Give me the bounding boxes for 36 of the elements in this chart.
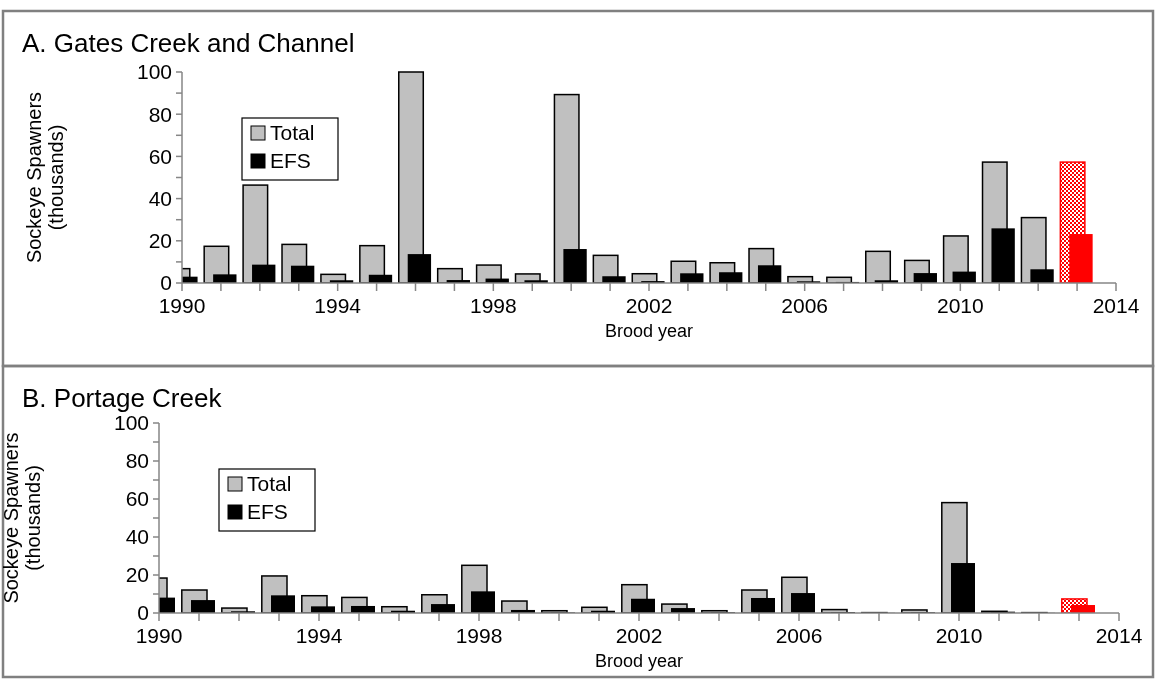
- chart-title: A. Gates Creek and Channel: [22, 28, 355, 58]
- y-tick-label: 80: [125, 449, 149, 473]
- x-tick-label: 2010: [936, 294, 984, 317]
- legend-label: Total: [270, 121, 315, 145]
- y-tick-label: 80: [148, 102, 172, 126]
- y-axis-title: Sockeye Spawners (thousands): [0, 432, 44, 604]
- chart-title: B. Portage Creek: [22, 383, 223, 413]
- y-tick-label: 20: [125, 563, 149, 587]
- legend-label: Total: [247, 472, 292, 496]
- x-tick-label: 2006: [775, 624, 823, 647]
- x-tick-label: 1998: [455, 624, 503, 647]
- y-tick-label: 40: [148, 186, 172, 210]
- x-tick-label: 2002: [615, 624, 663, 647]
- x-tick-label: 2014: [1092, 294, 1140, 317]
- x-tick-label: 1998: [469, 294, 517, 317]
- x-tick-label: 2014: [1095, 624, 1143, 647]
- x-axis-title: Brood year: [594, 651, 684, 671]
- y-tick-label: 20: [148, 229, 172, 253]
- y-tick-label: 100: [136, 60, 172, 84]
- y-tick-label: 60: [125, 487, 149, 511]
- x-tick-label: 1990: [135, 624, 183, 647]
- x-tick-label: 2006: [781, 294, 829, 317]
- y-tick-label: 40: [125, 525, 149, 549]
- y-tick-label: 100: [113, 411, 149, 435]
- legend-label: EFS: [270, 149, 311, 173]
- y-tick-label: 60: [148, 144, 172, 168]
- x-tick-label: 1990: [158, 294, 206, 317]
- y-tick-label: 0: [137, 601, 149, 625]
- x-axis-title: Brood year: [604, 321, 694, 341]
- x-tick-label: 2002: [625, 294, 673, 317]
- x-tick-label: 1994: [314, 294, 362, 317]
- x-tick-label: 2010: [935, 624, 983, 647]
- x-tick-label: 1994: [295, 624, 343, 647]
- y-tick-label: 0: [160, 271, 172, 295]
- legend-label: EFS: [247, 500, 288, 524]
- y-axis-title: Sockeye Spawners (thousands): [23, 91, 67, 264]
